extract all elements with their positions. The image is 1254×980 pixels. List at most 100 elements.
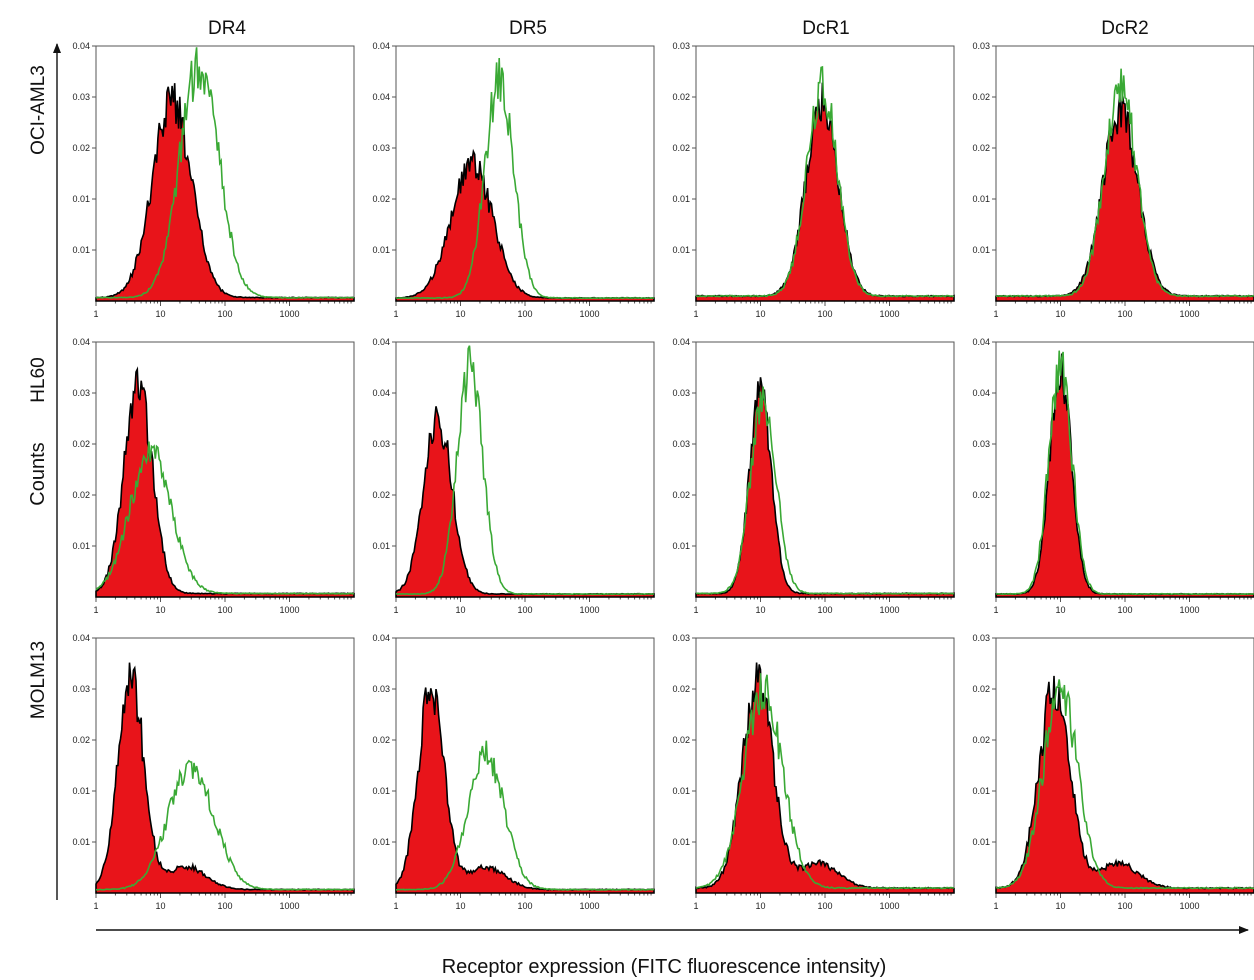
x-tick-label: 1 xyxy=(693,605,698,615)
y-tick-label: 0.03 xyxy=(72,92,90,102)
receptor-histogram xyxy=(395,345,655,596)
y-tick-label: 0.03 xyxy=(72,684,90,694)
y-tick-label: 0.03 xyxy=(72,388,90,398)
y-tick-label: 0.01 xyxy=(72,541,90,551)
y-tick-label: 0.03 xyxy=(972,41,990,51)
receptor-histogram xyxy=(995,679,1254,890)
panel-hl60-dr5: 0.01 0.02 0.03 0.04 0.04 1 10 100 1000 xyxy=(372,337,655,615)
x-tick-label: 1000 xyxy=(579,309,599,319)
x-tick-label: 1 xyxy=(93,309,98,319)
y-tick-label: 0.04 xyxy=(372,92,390,102)
x-tick-label: 10 xyxy=(755,901,765,911)
x-tick-label: 1000 xyxy=(879,901,899,911)
x-tick-label: 10 xyxy=(155,605,165,615)
panel-oci-aml3-dr4: 0.01 0.01 0.02 0.03 0.04 1 10 100 1000 xyxy=(72,41,355,319)
y-tick-label: 0.01 xyxy=(72,245,90,255)
y-tick-label: 0.03 xyxy=(372,143,390,153)
y-tick-label: 0.04 xyxy=(72,41,90,51)
x-tick-label: 10 xyxy=(155,309,165,319)
y-tick-label: 0.01 xyxy=(972,786,990,796)
y-tick-label: 0.01 xyxy=(72,837,90,847)
row-header-oci-aml3: OCI-AML3 xyxy=(28,65,49,155)
x-tick-label: 100 xyxy=(817,901,832,911)
column-headers: DR4 DR5 DcR1 DcR2 xyxy=(208,18,1149,39)
y-tick-label: 0.02 xyxy=(672,143,690,153)
x-tick-label: 100 xyxy=(517,309,532,319)
receptor-histogram xyxy=(695,65,955,298)
y-tick-label: 0.02 xyxy=(72,735,90,745)
y-tick-label: 0.02 xyxy=(672,490,690,500)
y-tick-label: 0.04 xyxy=(972,388,990,398)
receptor-histogram xyxy=(696,386,955,595)
x-tick-label: 1 xyxy=(693,901,698,911)
panel-hl60-dcr1: 0.01 0.02 0.03 0.03 0.04 1 10 100 1000 xyxy=(672,337,955,615)
y-tick-label: 0.01 xyxy=(372,541,390,551)
x-tick-label: 100 xyxy=(217,309,232,319)
y-tick-label: 0.02 xyxy=(72,143,90,153)
x-tick-label: 1 xyxy=(393,309,398,319)
y-tick-label: 0.03 xyxy=(672,439,690,449)
column-header-dr4: DR4 xyxy=(208,18,246,39)
x-tick-label: 1000 xyxy=(1179,605,1199,615)
y-tick-label: 0.04 xyxy=(372,633,390,643)
y-tick-label: 0.01 xyxy=(972,245,990,255)
column-header-dcr2: DcR2 xyxy=(1101,18,1149,39)
panel-frame xyxy=(995,341,1254,598)
y-tick-label: 0.02 xyxy=(972,92,990,102)
y-tick-label: 0.02 xyxy=(672,92,690,102)
y-tick-label: 0.01 xyxy=(972,194,990,204)
panel-hl60-dr4: 0.01 0.02 0.02 0.03 0.04 1 10 100 1000 xyxy=(72,337,355,615)
x-tick-label: 10 xyxy=(755,309,765,319)
row-header-molm13: MOLM13 xyxy=(28,641,49,719)
y-tick-label: 0.04 xyxy=(72,633,90,643)
y-tick-label: 0.01 xyxy=(72,786,90,796)
x-tick-label: 1000 xyxy=(879,309,899,319)
y-tick-label: 0.02 xyxy=(972,684,990,694)
x-tick-label: 10 xyxy=(755,605,765,615)
y-tick-label: 0.04 xyxy=(972,337,990,347)
y-tick-label: 0.01 xyxy=(672,541,690,551)
y-tick-label: 0.04 xyxy=(372,41,390,51)
row-header-hl60: HL60 xyxy=(28,357,49,402)
x-tick-label: 100 xyxy=(817,309,832,319)
y-tick-label: 0.01 xyxy=(372,245,390,255)
y-tick-label: 0.01 xyxy=(672,837,690,847)
panel-molm13-dr5: 0.01 0.01 0.02 0.03 0.04 1 10 100 1000 xyxy=(372,633,655,911)
x-tick-label: 1000 xyxy=(279,605,299,615)
y-tick-label: 0.04 xyxy=(72,337,90,347)
x-tick-label: 100 xyxy=(517,605,532,615)
panel-frame xyxy=(695,341,955,598)
y-tick-label: 0.01 xyxy=(372,837,390,847)
y-tick-label: 0.01 xyxy=(672,786,690,796)
x-tick-label: 10 xyxy=(455,309,465,319)
panel-molm13-dcr1: 0.01 0.01 0.02 0.02 0.03 1 10 100 1000 xyxy=(672,633,955,911)
panel-oci-aml3-dcr1: 0.01 0.01 0.02 0.02 0.03 1 10 100 1000 xyxy=(672,41,955,319)
panel-frame xyxy=(395,45,655,302)
x-tick-label: 1 xyxy=(393,605,398,615)
panel-molm13-dcr2: 0.01 0.01 0.02 0.02 0.03 1 10 100 1000 xyxy=(972,633,1254,911)
y-tick-label: 0.01 xyxy=(72,194,90,204)
y-tick-label: 0.02 xyxy=(972,143,990,153)
x-axis-title: Receptor expression (FITC fluorescence i… xyxy=(442,956,887,978)
y-axis-title: Counts xyxy=(27,442,49,505)
receptor-histogram xyxy=(95,759,355,891)
histogram-panels: 0.01 0.01 0.02 0.03 0.04 1 10 100 1000 0.01 0.02 0.… xyxy=(72,41,1254,911)
y-tick-label: 0.03 xyxy=(672,41,690,51)
x-tick-label: 100 xyxy=(217,605,232,615)
y-tick-label: 0.02 xyxy=(972,735,990,745)
y-tick-label: 0.02 xyxy=(72,490,90,500)
panel-frame xyxy=(95,45,355,302)
panel-hl60-dcr2: 0.01 0.02 0.03 0.04 0.04 1 10 100 1000 xyxy=(972,337,1254,615)
receptor-histogram xyxy=(396,740,655,891)
x-tick-label: 1000 xyxy=(879,605,899,615)
y-tick-label: 0.02 xyxy=(72,439,90,449)
x-tick-label: 10 xyxy=(1055,605,1065,615)
x-tick-label: 1 xyxy=(393,901,398,911)
column-header-dr5: DR5 xyxy=(509,18,547,39)
x-tick-label: 10 xyxy=(1055,309,1065,319)
y-tick-label: 0.03 xyxy=(672,633,690,643)
y-tick-label: 0.03 xyxy=(972,439,990,449)
receptor-histogram xyxy=(95,47,355,299)
y-tick-label: 0.02 xyxy=(972,490,990,500)
